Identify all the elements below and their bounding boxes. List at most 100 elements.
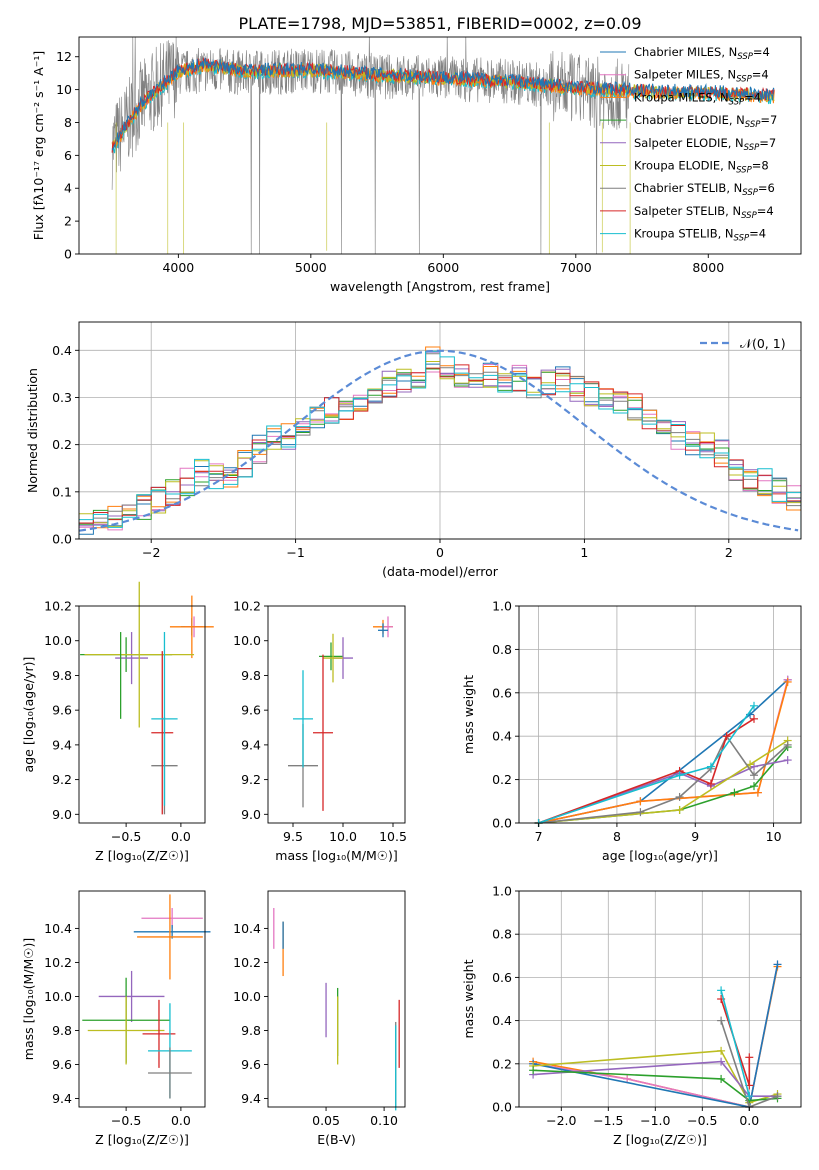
y-tick-label: 9.0 [241,807,261,822]
y-tick-label: 9.6 [52,1057,72,1072]
x-tick-label: −2 [142,545,160,560]
y-tick-label: 0 [64,247,72,262]
mass_weight_vs_Z-axes-frame [518,890,802,1108]
x-tick-label: 0.0 [739,1113,759,1128]
legend-sub: SSP [742,188,758,198]
y-tick-label: 10.0 [233,989,261,1004]
y-tick-label: 1.0 [492,599,512,614]
y-tick-label: 10.4 [44,921,72,936]
y-tick-label: 8 [64,115,72,130]
mass_vs_Z-xlabel: Z [log₁₀(Z/Z☉)] [95,1132,189,1147]
y-tick-label: 10.0 [44,989,72,1004]
legend-entry: Kroupa MILES, NSSP=4 [634,90,761,107]
mass_weight_vs_age-axes-frame [518,605,802,824]
legend-sub: SSP [734,234,750,244]
x-tick-label: 0 [436,545,444,560]
y-tick-label: 9.6 [241,703,261,718]
x-tick-label: −0.5 [687,1113,717,1128]
spectrum-axes-frame [78,36,802,255]
y-tick-label: 0.2 [492,1056,512,1071]
y-tick-label: 0.2 [492,772,512,787]
legend-entry: Salpeter MILES, NSSP=4 [634,68,769,85]
y-tick-label: 0.6 [492,970,512,985]
x-tick-label: 0.0 [171,1113,191,1128]
mass-weight-line [533,1060,778,1097]
y-tick-label: 0.4 [492,729,512,744]
legend-label: Kroupa ELODIE, N [634,159,736,173]
legend-label: Kroupa STELIB, N [634,227,734,241]
x-tick-label: 9.5 [283,829,303,844]
legend-label: Chabrier MILES, N [634,45,737,59]
mass-weight-line [538,718,755,824]
y-tick-label: 10.2 [44,599,72,614]
legend-label: Chabrier STELIB, N [634,181,742,195]
y-tick-label: 0.0 [492,816,512,831]
y-tick-label: 0.8 [492,927,512,942]
legend-sub: SSP [745,120,761,130]
residuals-ylabel: Normed distribution [25,368,40,493]
legend-entry: Chabrier STELIB, NSSP=6 [634,181,775,198]
y-tick-label: 0.3 [52,390,72,405]
y-tick-label: 0.1 [52,484,72,499]
legend-label: Chabrier ELODIE, N [634,113,745,127]
legend-entry: Kroupa STELIB, NSSP=4 [634,227,766,244]
age_vs_Z-xlabel: Z [log₁₀(Z/Z☉)] [95,848,189,863]
x-tick-label: 10 [766,829,782,844]
mass_vs_Z-axes-frame [78,890,206,1108]
mass_vs_ebv-axes-frame [267,890,406,1108]
gaussian-curve [79,349,799,532]
x-tick-label: 8000 [692,260,724,275]
y-tick-label: 9.4 [241,737,261,752]
legend-suffix: =4 [757,204,774,218]
y-tick-label: 9.8 [52,668,72,683]
x-tick-label: 2 [725,545,733,560]
x-tick-label: 7 [535,829,543,844]
y-tick-label: 0.0 [492,1100,512,1115]
legend-sub: SSP [736,166,752,176]
residuals-plot-area [79,346,801,539]
x-tick-label: 7000 [560,260,592,275]
x-tick-label: −0.5 [111,829,141,844]
legend-sub: SSP [729,97,745,107]
legend-suffix: =7 [760,113,777,127]
spectrum-xlabel: wavelength [Angstrom, rest frame] [330,279,550,294]
y-tick-label: 9.6 [241,1057,261,1072]
age_vs_Z-axes-frame [78,605,206,824]
x-tick-label: 10.5 [379,829,407,844]
age_vs_mass-axes-frame [267,605,406,824]
legend-sub: SSP [737,52,753,62]
legend-suffix: =7 [759,136,776,150]
legend-label: Salpeter MILES, N [634,68,736,82]
y-tick-label: 0.0 [52,532,72,547]
legend-entry: Chabrier ELODIE, NSSP=7 [634,113,777,130]
y-tick-label: 0.2 [52,437,72,452]
y-tick-label: 9.2 [241,772,261,787]
y-tick-label: 9.0 [52,807,72,822]
model-spectrum-line [111,57,775,151]
y-tick-label: 10 [56,82,72,97]
y-tick-label: 9.8 [241,668,261,683]
legend-suffix: =8 [752,159,769,173]
legend-entry: Salpeter ELODIE, NSSP=7 [634,136,776,153]
legend-entry: Salpeter STELIB, NSSP=4 [634,204,774,221]
y-tick-label: 10.4 [233,921,261,936]
mass-weight-line [538,739,789,824]
legend-suffix: =6 [758,181,775,195]
mass-weight-line [533,1069,778,1102]
x-tick-label: −1 [286,545,304,560]
age_vs_Z-ylabel: age [log₁₀(age/yr)] [21,657,36,773]
legend-label: Salpeter STELIB, N [634,204,741,218]
legend-sub: SSP [744,143,760,153]
mass_weight_vs_Z-ylabel: mass weight [461,959,476,1038]
y-tick-label: 0.4 [492,1013,512,1028]
mass-weight-line [533,1049,778,1104]
y-tick-label: 0.6 [492,685,512,700]
mass-weight-line [538,705,755,824]
legend-suffix: =4 [753,45,770,59]
x-tick-label: 8 [613,829,621,844]
y-tick-label: 12 [56,49,72,64]
mass-weight-line [720,990,751,1097]
x-tick-label: 10.0 [329,829,357,844]
x-tick-label: 9 [691,829,699,844]
mass-weight-line [538,679,789,824]
